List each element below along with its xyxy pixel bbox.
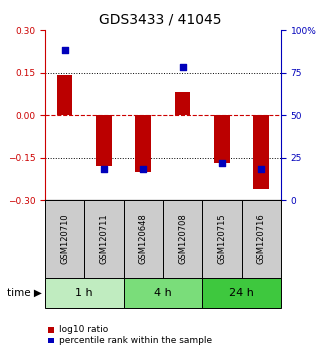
Text: 1 h: 1 h [75,288,93,298]
Bar [135,115,151,172]
Text: 4 h: 4 h [154,288,172,298]
Text: 24 h: 24 h [229,288,254,298]
Bar [45,278,124,308]
Bar [214,115,230,163]
Point [219,160,224,165]
Bar [253,115,269,189]
Point [259,167,264,172]
Point [101,167,107,172]
Text: GSM120711: GSM120711 [100,213,108,264]
Text: GSM120648: GSM120648 [139,213,148,264]
Bar [163,200,202,278]
Point [180,65,185,70]
Text: log10 ratio: log10 ratio [59,325,108,335]
Bar [241,200,281,278]
Bar [96,115,112,166]
Text: time ▶: time ▶ [7,288,42,298]
Bar [202,200,241,278]
Text: GDS3433 / 41045: GDS3433 / 41045 [99,12,222,27]
Point [141,167,146,172]
Text: GSM120715: GSM120715 [217,213,226,264]
Bar [175,92,190,115]
Bar [124,200,163,278]
Text: GSM120708: GSM120708 [178,213,187,264]
Point [62,48,67,53]
Bar [124,278,202,308]
Text: GSM120710: GSM120710 [60,213,69,264]
Text: percentile rank within the sample: percentile rank within the sample [59,336,212,345]
Bar [57,75,73,115]
Bar [84,200,124,278]
Bar [202,278,281,308]
Text: GSM120716: GSM120716 [257,213,266,264]
Bar [45,200,84,278]
